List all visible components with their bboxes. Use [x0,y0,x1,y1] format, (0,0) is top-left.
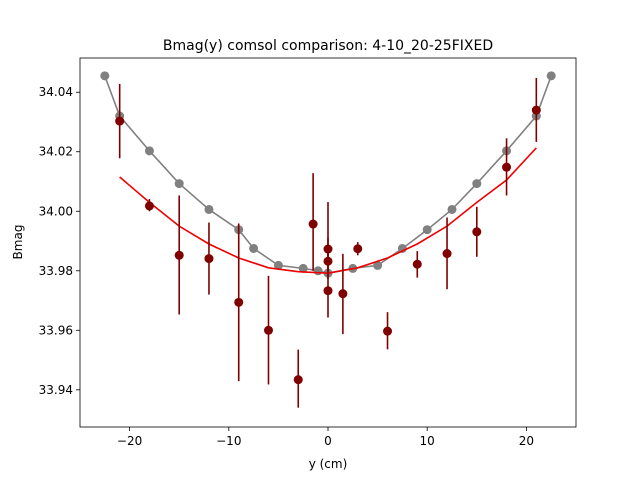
x-axis-label: y (cm) [309,457,348,471]
data-point [383,326,393,336]
data-point [263,325,273,335]
plot-area [100,71,556,408]
comsol-point [373,260,383,270]
y-tick-label: 33.96 [39,323,73,337]
x-tick-label: −10 [216,434,241,448]
comsol-point [144,146,154,156]
data-point [472,227,482,237]
comsol-point [447,204,457,214]
x-tick-label: 20 [519,434,534,448]
data-point [531,105,541,115]
comsol-point [472,179,482,189]
y-tick-label: 33.94 [39,383,73,397]
comsol-point [204,204,214,214]
data-point [293,375,303,385]
comsol-point [313,266,323,276]
chart-title: Bmag(y) comsol comparison: 4-10_20-25FIX… [163,38,493,54]
data-point [144,201,154,211]
comsol-point [546,71,556,81]
data-point [323,244,333,254]
data-point [338,289,348,299]
comsol-point [174,179,184,189]
data-point [204,254,214,264]
data-point [353,244,363,254]
y-tick-label: 34.00 [39,204,73,218]
series-group [100,71,556,408]
x-tick-label: 10 [420,434,435,448]
y-tick-label: 34.02 [39,145,73,159]
data-point [234,297,244,307]
data-point [115,116,125,126]
comsol-point [100,71,110,81]
data-point [323,256,333,266]
comsol-point [298,263,308,273]
data-point [412,259,422,269]
data-point [502,162,512,172]
comsol-point [422,225,432,235]
data-point [323,286,333,296]
data-point [174,250,184,260]
data-point [308,219,318,229]
y-tick-label: 34.04 [39,85,73,99]
x-tick-label: −20 [117,434,142,448]
y-axis-label: Bmag [11,225,25,260]
comsol-line [104,75,552,274]
axes: −20 −10 0 10 20 33.94 33.96 33.98 34.00 34.02 34.0… [39,57,577,448]
comsol-point [249,243,259,253]
comsol-point [273,260,283,270]
x-tick-label: 0 [324,434,332,448]
data-point [442,249,452,259]
y-tick-label: 33.98 [39,264,73,278]
